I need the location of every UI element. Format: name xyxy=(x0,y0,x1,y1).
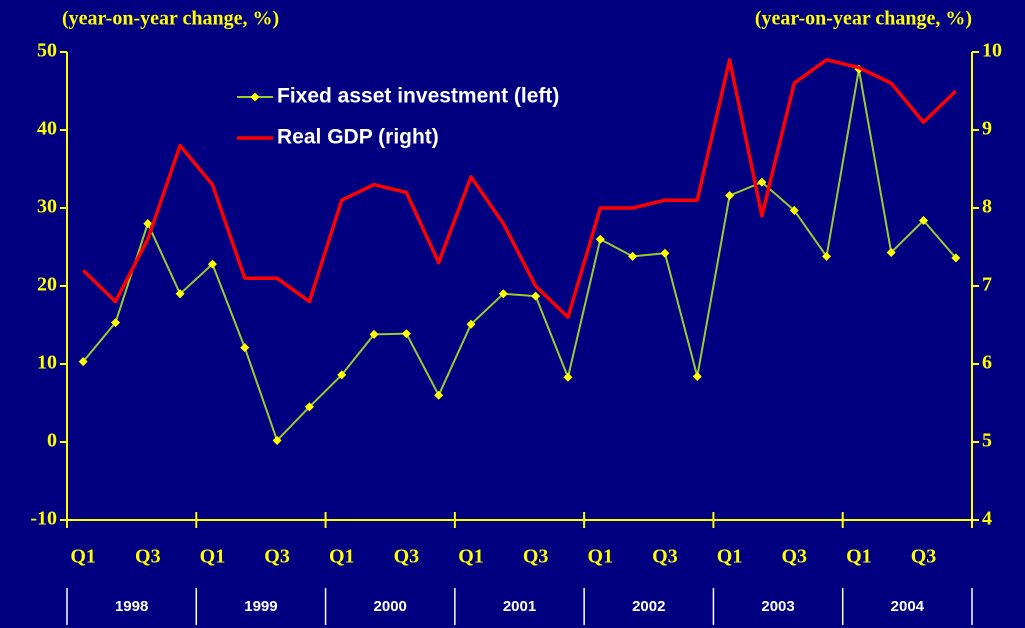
y2-tick-label: 10 xyxy=(982,40,1002,62)
y2-tick-label: 8 xyxy=(982,196,992,218)
y-tick-label: -10 xyxy=(30,508,57,530)
point-marker xyxy=(725,191,735,201)
point-marker xyxy=(207,259,217,269)
y2-tick-label: 5 xyxy=(982,430,992,452)
y2-tick-label: 6 xyxy=(982,352,992,374)
year-label: 2001 xyxy=(503,598,536,615)
y-tick-label: 0 xyxy=(47,430,57,452)
point-marker xyxy=(434,390,444,400)
point-marker xyxy=(240,343,250,353)
y-tick-label: 50 xyxy=(37,40,57,62)
year-label: 2003 xyxy=(761,598,794,615)
x-tick-label: Q1 xyxy=(717,546,743,568)
y2-tick-label: 7 xyxy=(982,274,992,296)
point-marker xyxy=(919,215,929,225)
legend-marker xyxy=(250,92,260,102)
point-marker xyxy=(369,329,379,339)
year-label: 1999 xyxy=(244,598,277,615)
x-tick-label: Q3 xyxy=(394,546,420,568)
x-tick-label: Q3 xyxy=(135,546,161,568)
year-label: 2002 xyxy=(632,598,665,615)
point-marker xyxy=(660,248,670,258)
legend-label: Fixed asset investment (left) xyxy=(277,85,559,108)
y2-axis-label: (year-on-year change, %) xyxy=(755,8,972,30)
year-label: 2004 xyxy=(891,598,925,615)
x-tick-label: Q1 xyxy=(588,546,614,568)
y-tick-label: 20 xyxy=(37,274,57,296)
point-marker xyxy=(757,177,767,187)
point-marker xyxy=(78,357,88,367)
point-marker xyxy=(401,329,411,339)
point-marker xyxy=(466,319,476,329)
point-marker xyxy=(304,402,314,412)
y-tick-label: 40 xyxy=(37,118,57,140)
point-marker xyxy=(692,371,702,381)
point-marker xyxy=(951,253,961,263)
point-marker xyxy=(628,251,638,261)
x-tick-label: Q3 xyxy=(911,546,937,568)
y-axis-label: (year-on-year change, %) xyxy=(62,8,279,30)
series-line xyxy=(81,58,958,319)
x-tick-label: Q3 xyxy=(264,546,290,568)
x-tick-label: Q3 xyxy=(781,546,807,568)
point-marker xyxy=(110,318,120,328)
y-tick-label: 30 xyxy=(37,196,57,218)
x-tick-label: Q1 xyxy=(70,546,96,568)
year-label: 1998 xyxy=(115,598,148,615)
year-label: 2000 xyxy=(374,598,407,615)
point-marker xyxy=(272,435,282,445)
legend-label: Real GDP (right) xyxy=(277,126,439,149)
y-tick-label: 10 xyxy=(37,352,57,374)
x-tick-label: Q3 xyxy=(523,546,549,568)
point-marker xyxy=(143,219,153,229)
x-tick-label: Q1 xyxy=(200,546,226,568)
point-marker xyxy=(337,370,347,380)
point-marker xyxy=(595,234,605,244)
point-marker xyxy=(822,251,832,261)
point-marker xyxy=(789,205,799,215)
point-marker xyxy=(498,289,508,299)
point-marker xyxy=(886,247,896,257)
y2-tick-label: 4 xyxy=(982,508,992,530)
point-marker xyxy=(531,291,541,301)
y2-tick-label: 9 xyxy=(982,118,992,140)
x-tick-label: Q1 xyxy=(329,546,355,568)
x-tick-label: Q1 xyxy=(458,546,484,568)
x-tick-label: Q1 xyxy=(846,546,872,568)
series-line xyxy=(82,68,957,442)
point-marker xyxy=(563,372,573,382)
x-tick-label: Q3 xyxy=(652,546,678,568)
point-marker xyxy=(175,289,185,299)
